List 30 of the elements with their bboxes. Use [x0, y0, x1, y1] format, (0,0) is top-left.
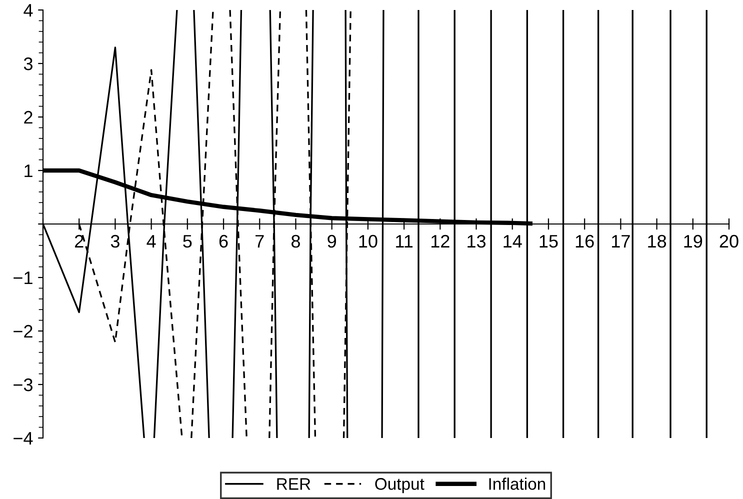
- x-tick-label: 13: [468, 234, 486, 248]
- y-tick-label: 3: [24, 57, 32, 70]
- y-tick-label: 2: [24, 110, 32, 124]
- x-tick-label: 3: [110, 234, 120, 248]
- y-tick-label: −4: [14, 432, 33, 445]
- x-tick-label: 8: [292, 234, 300, 248]
- x-tick-label: 11: [396, 235, 413, 248]
- x-tick-label: 6: [219, 234, 228, 248]
- x-tick-label: 2: [74, 234, 84, 248]
- y-tick-label: −3: [14, 378, 32, 392]
- legend-label: RER: [277, 478, 310, 490]
- legend-label: Inflation: [489, 478, 546, 490]
- x-tick-label: 10: [359, 234, 378, 248]
- x-tick-label: 4: [146, 235, 156, 248]
- x-tick-label: 9: [328, 234, 336, 248]
- x-tick-label: 16: [576, 234, 594, 248]
- x-tick-label: 18: [648, 234, 666, 248]
- y-tick-label: −2: [14, 324, 32, 338]
- y-tick-label: 1: [24, 164, 32, 178]
- x-tick-label: 7: [256, 235, 264, 248]
- y-tick-label: 4: [24, 4, 33, 17]
- legend-label: Output: [375, 478, 424, 494]
- x-tick-label: 20: [720, 234, 738, 248]
- x-tick-label: 15: [540, 235, 558, 248]
- y-tick-label: −1: [14, 272, 32, 284]
- x-tick-label: 19: [684, 234, 702, 248]
- x-tick-label: 5: [183, 235, 192, 248]
- x-tick-label: 17: [612, 235, 630, 248]
- x-tick-label: 14: [504, 235, 522, 248]
- x-tick-label: 12: [431, 234, 450, 248]
